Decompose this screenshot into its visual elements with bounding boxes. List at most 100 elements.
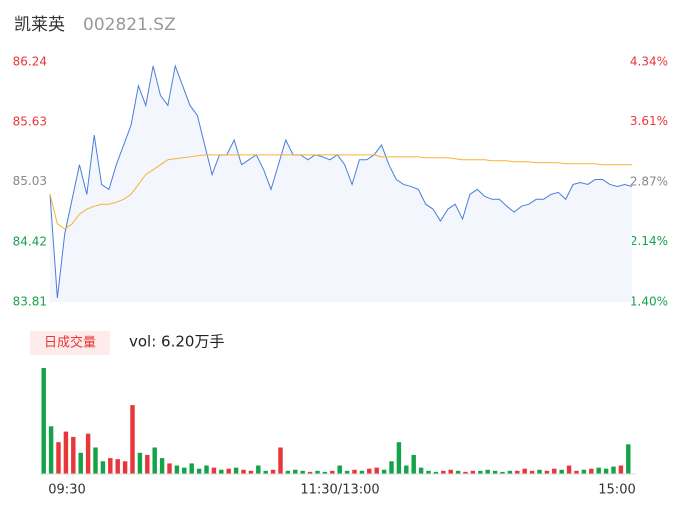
volume-bar xyxy=(618,465,624,474)
volume-bar xyxy=(196,468,202,474)
volume-bar xyxy=(596,467,601,474)
volume-bar xyxy=(307,471,313,474)
volume-bar xyxy=(418,467,424,474)
volume-bar xyxy=(167,463,172,474)
volume-bar xyxy=(337,465,342,474)
x-tick-label: 09:30 xyxy=(48,483,85,498)
volume-bar xyxy=(248,470,254,474)
volume-bar xyxy=(463,471,468,474)
volume-bar xyxy=(441,470,446,474)
volume-bar xyxy=(574,470,579,474)
volume-bar xyxy=(559,469,564,474)
volume-bar xyxy=(433,471,439,474)
volume-bar xyxy=(211,467,217,474)
volume-bar xyxy=(404,465,409,474)
volume-bar xyxy=(552,468,557,474)
volume-bar xyxy=(145,454,150,474)
volume-bar xyxy=(344,470,350,474)
y2-tick-label: 4.34% xyxy=(630,55,668,69)
volume-bar xyxy=(263,470,268,474)
volume-bar xyxy=(93,447,98,474)
volume-bar xyxy=(544,470,550,474)
volume-bar xyxy=(359,470,365,474)
y-tick-label: 85.63 xyxy=(13,115,47,129)
volume-bar xyxy=(352,469,357,474)
volume-bar xyxy=(566,465,572,474)
volume-bar xyxy=(537,469,542,474)
y-tick-label: 86.24 xyxy=(13,55,47,69)
volume-bar xyxy=(241,469,246,474)
volume-bar xyxy=(492,470,498,474)
volume-bar xyxy=(219,469,224,474)
stock-code: 002821.SZ xyxy=(83,15,176,35)
volume-bar xyxy=(182,467,187,474)
volume-bar xyxy=(500,471,505,474)
volume-bar xyxy=(455,470,461,474)
stock-name: 凯莱英 xyxy=(14,15,65,35)
volume-bar xyxy=(389,461,394,474)
y2-tick-label: 1.40% xyxy=(630,295,668,309)
volume-bar xyxy=(611,466,616,474)
volume-bar xyxy=(507,470,513,474)
volume-bar xyxy=(152,447,157,474)
volume-bar xyxy=(174,465,180,474)
volume-bar xyxy=(529,470,535,474)
volume-bar xyxy=(396,442,402,474)
volume-bar xyxy=(300,470,305,474)
x-tick-label: 11:30/13:00 xyxy=(300,483,379,498)
volume-label: vol: 6.20万手 xyxy=(129,333,224,351)
volume-tag: 日成交量 xyxy=(44,335,96,351)
volume-bar xyxy=(581,469,587,474)
volume-bar xyxy=(330,470,335,474)
volume-bar xyxy=(315,470,320,474)
volume-bar xyxy=(381,469,387,474)
volume-bar xyxy=(78,452,83,474)
volume-bar xyxy=(256,465,261,474)
volume-bar xyxy=(108,458,113,474)
volume-bar xyxy=(204,465,209,474)
price-area xyxy=(50,65,632,302)
volume-bar xyxy=(137,452,143,474)
volume-bar xyxy=(159,458,165,474)
volume-bar xyxy=(589,468,594,474)
x-tick-label: 15:00 xyxy=(598,483,635,498)
y2-tick-label: 2.87% xyxy=(630,175,668,189)
volume-bar xyxy=(603,468,609,474)
volume-bar xyxy=(374,467,379,474)
volume-bar xyxy=(100,461,106,474)
volume-bar xyxy=(285,470,291,474)
y2-tick-label: 3.61% xyxy=(630,114,668,128)
volume-bar xyxy=(71,436,76,474)
volume-bar xyxy=(522,468,527,474)
volume-bar xyxy=(448,469,453,474)
volume-bar xyxy=(122,461,128,474)
volume-bar xyxy=(189,463,194,474)
volume-bar xyxy=(293,469,298,474)
series-line xyxy=(49,154,632,230)
y-tick-label: 83.81 xyxy=(13,295,47,309)
y-tick-label: 84.42 xyxy=(13,234,47,248)
volume-bar xyxy=(367,468,372,474)
volume-bar xyxy=(470,470,476,474)
volume-bar xyxy=(426,470,431,474)
volume-bar xyxy=(478,470,483,474)
volume-bar xyxy=(411,454,416,474)
y2-tick-label: 2.14% xyxy=(630,234,668,248)
volume-bar xyxy=(41,368,46,474)
volume-bar xyxy=(130,405,135,474)
volume-bar xyxy=(56,442,61,474)
volume-bar xyxy=(626,444,631,474)
volume-bar xyxy=(226,468,231,474)
y-tick-label: 85.03 xyxy=(13,174,47,188)
volume-bar xyxy=(278,447,283,474)
series-line xyxy=(49,64,633,299)
volume-bar xyxy=(48,426,54,474)
volume-bar xyxy=(322,471,328,474)
volume-bar xyxy=(115,459,120,474)
volume-bar xyxy=(233,467,239,474)
volume-bar xyxy=(85,433,91,474)
volume-tag-bg xyxy=(30,331,110,355)
volume-bar xyxy=(485,469,490,474)
volume-bar xyxy=(515,470,520,474)
